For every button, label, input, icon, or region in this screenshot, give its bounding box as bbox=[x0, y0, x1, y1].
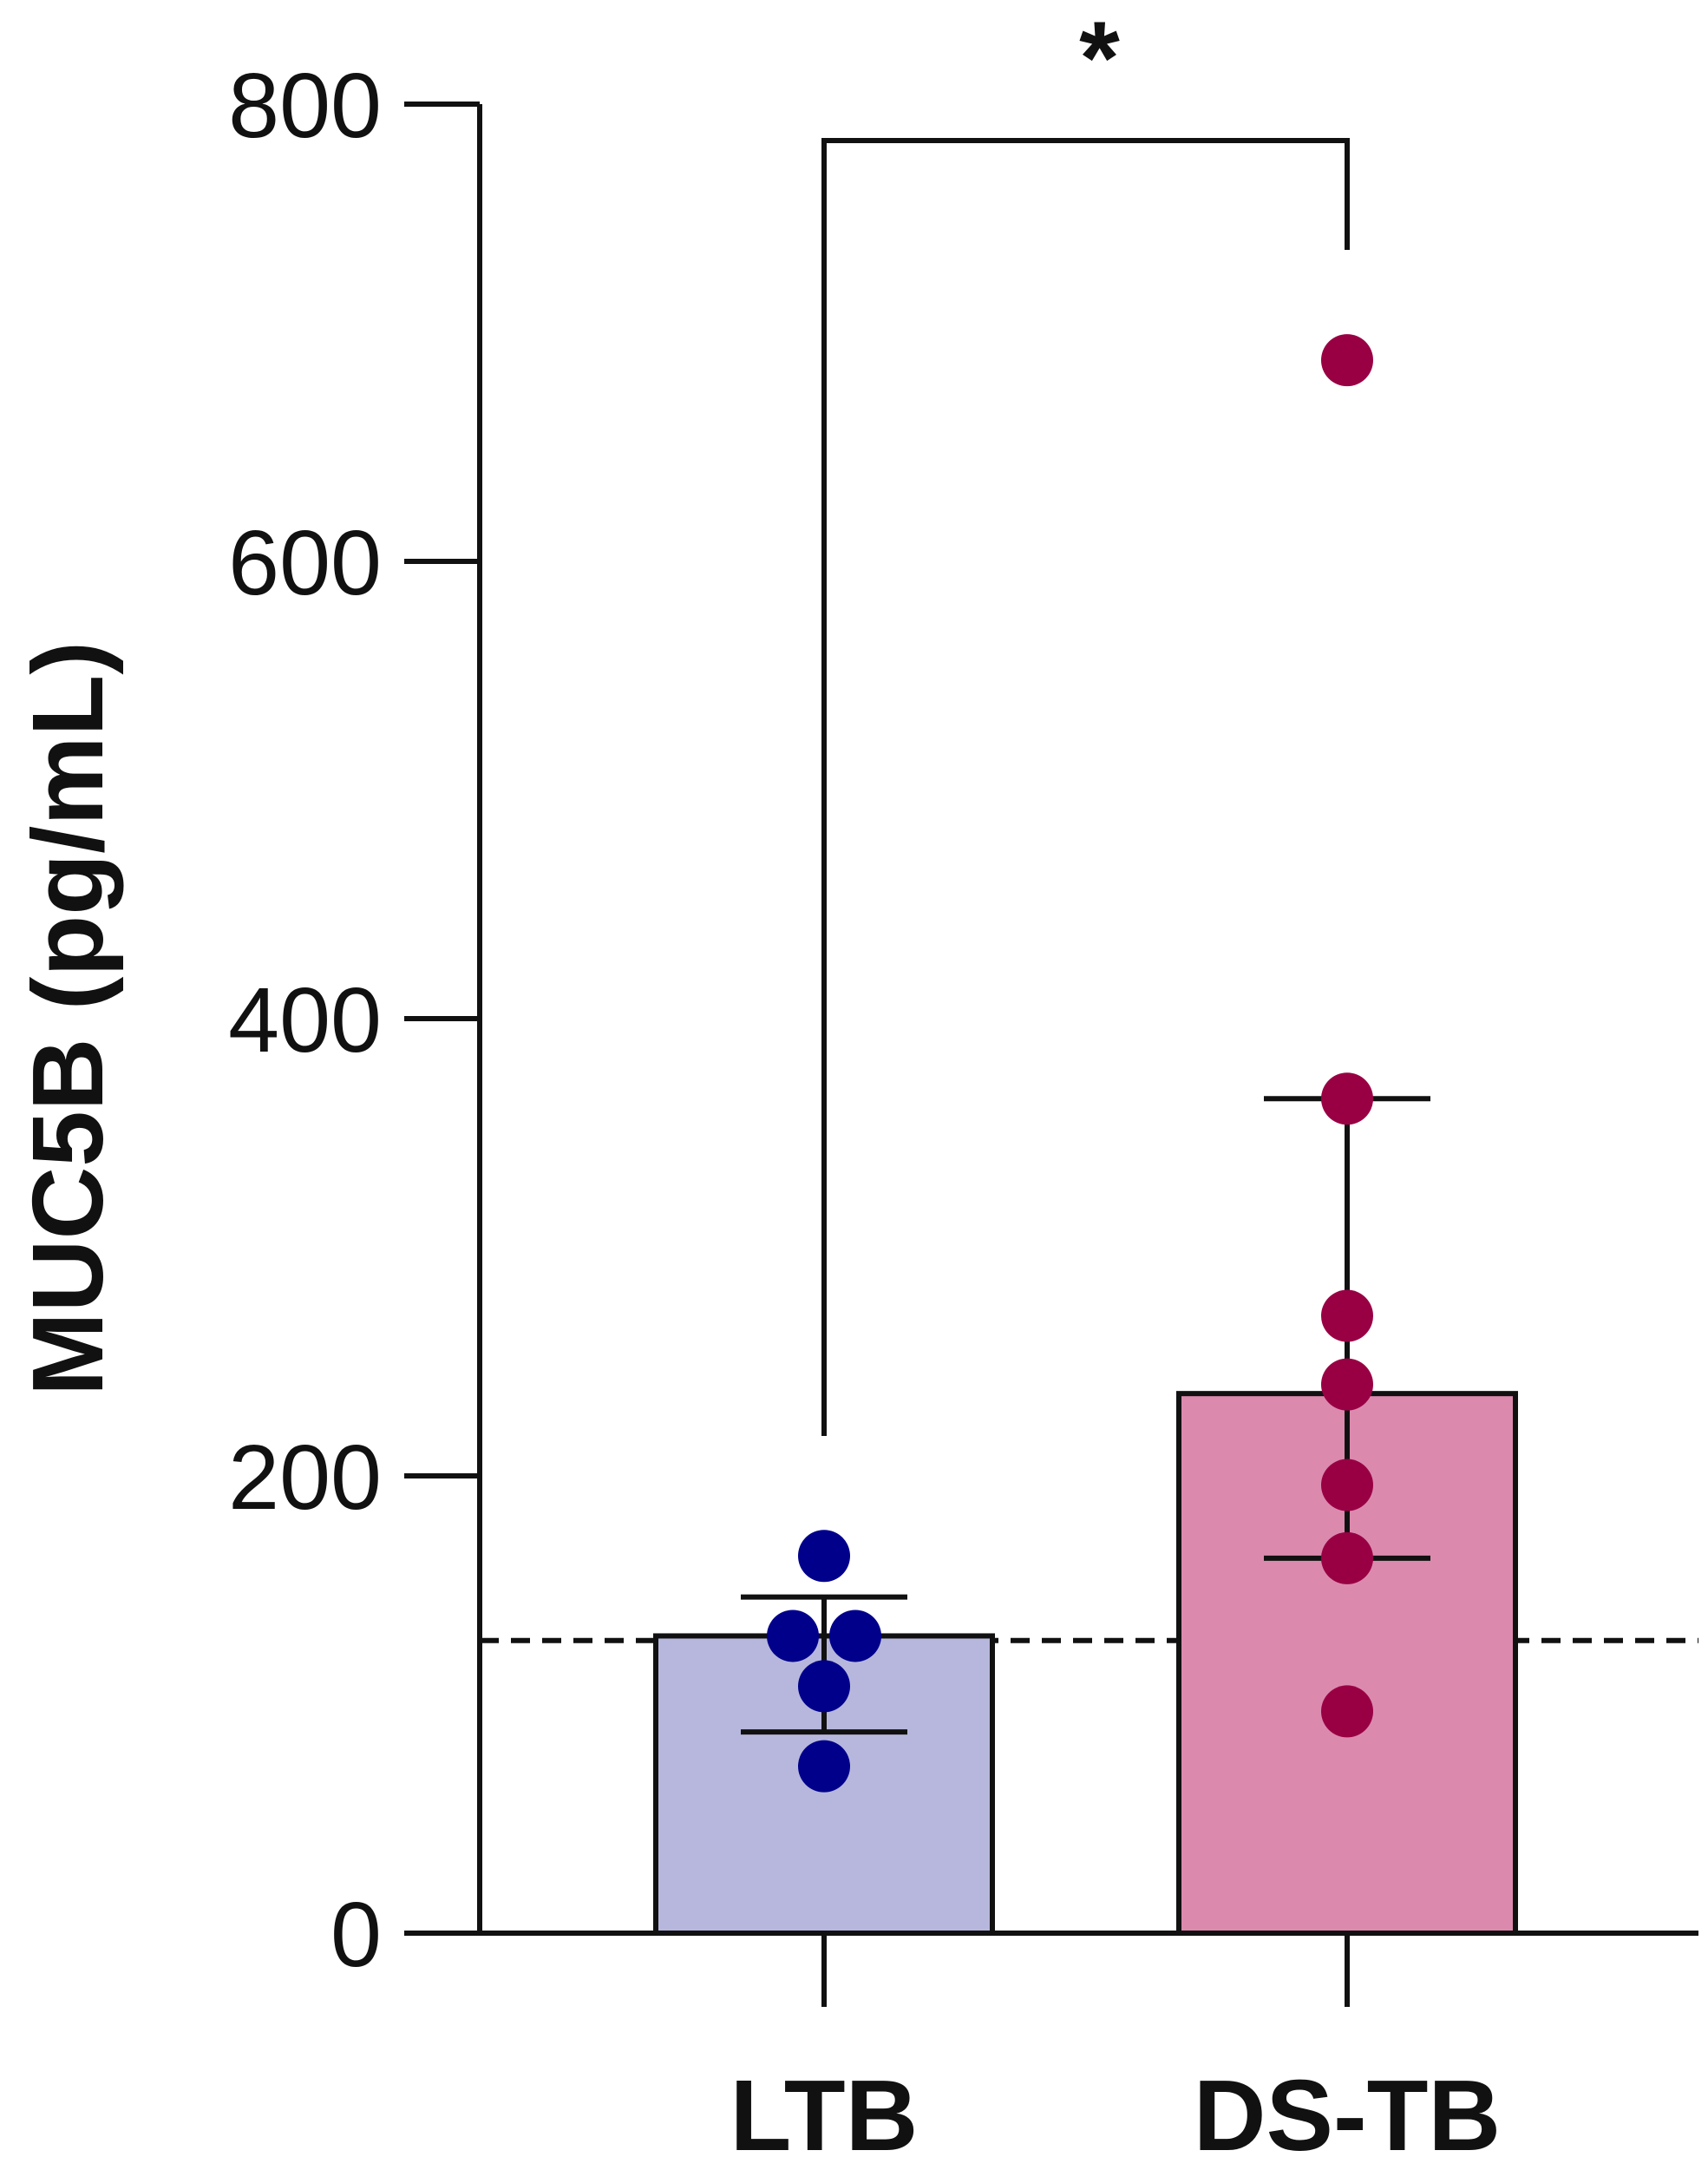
significance-bracket bbox=[821, 138, 1350, 1436]
x-tick-label: DS-TB bbox=[1194, 2059, 1501, 2157]
y-tick-label: 400 bbox=[228, 969, 382, 1072]
data-point bbox=[767, 1610, 819, 1662]
bars-layer bbox=[653, 1391, 1518, 1936]
y-tick-label: 0 bbox=[330, 1884, 382, 1986]
data-point bbox=[1321, 334, 1373, 387]
y-axis-title: MUC5B (pg/mL) bbox=[11, 641, 124, 1396]
data-point bbox=[829, 1610, 881, 1662]
data-point bbox=[798, 1530, 850, 1583]
data-points-layer bbox=[767, 334, 1373, 1793]
data-point bbox=[1321, 1531, 1373, 1584]
y-tick-label: 800 bbox=[228, 55, 382, 157]
data-point bbox=[1321, 1685, 1373, 1738]
significance-label: * bbox=[1079, 0, 1120, 116]
data-point bbox=[798, 1740, 850, 1793]
data-point bbox=[798, 1660, 850, 1713]
data-point bbox=[1321, 1459, 1373, 1511]
data-point bbox=[1321, 1289, 1373, 1342]
y-tick-label: 600 bbox=[228, 512, 382, 614]
axes-layer bbox=[404, 102, 1698, 2007]
y-tick-label: 200 bbox=[228, 1426, 382, 1529]
data-point bbox=[1321, 1358, 1373, 1411]
significance-layer bbox=[821, 138, 1350, 1436]
x-tick-label: LTB bbox=[730, 2059, 919, 2157]
data-point bbox=[1321, 1072, 1373, 1125]
labels-layer: 0 200 400 600 800 LTB DS-TB MUC5B (pg/mL) * bbox=[11, 0, 1501, 2157]
